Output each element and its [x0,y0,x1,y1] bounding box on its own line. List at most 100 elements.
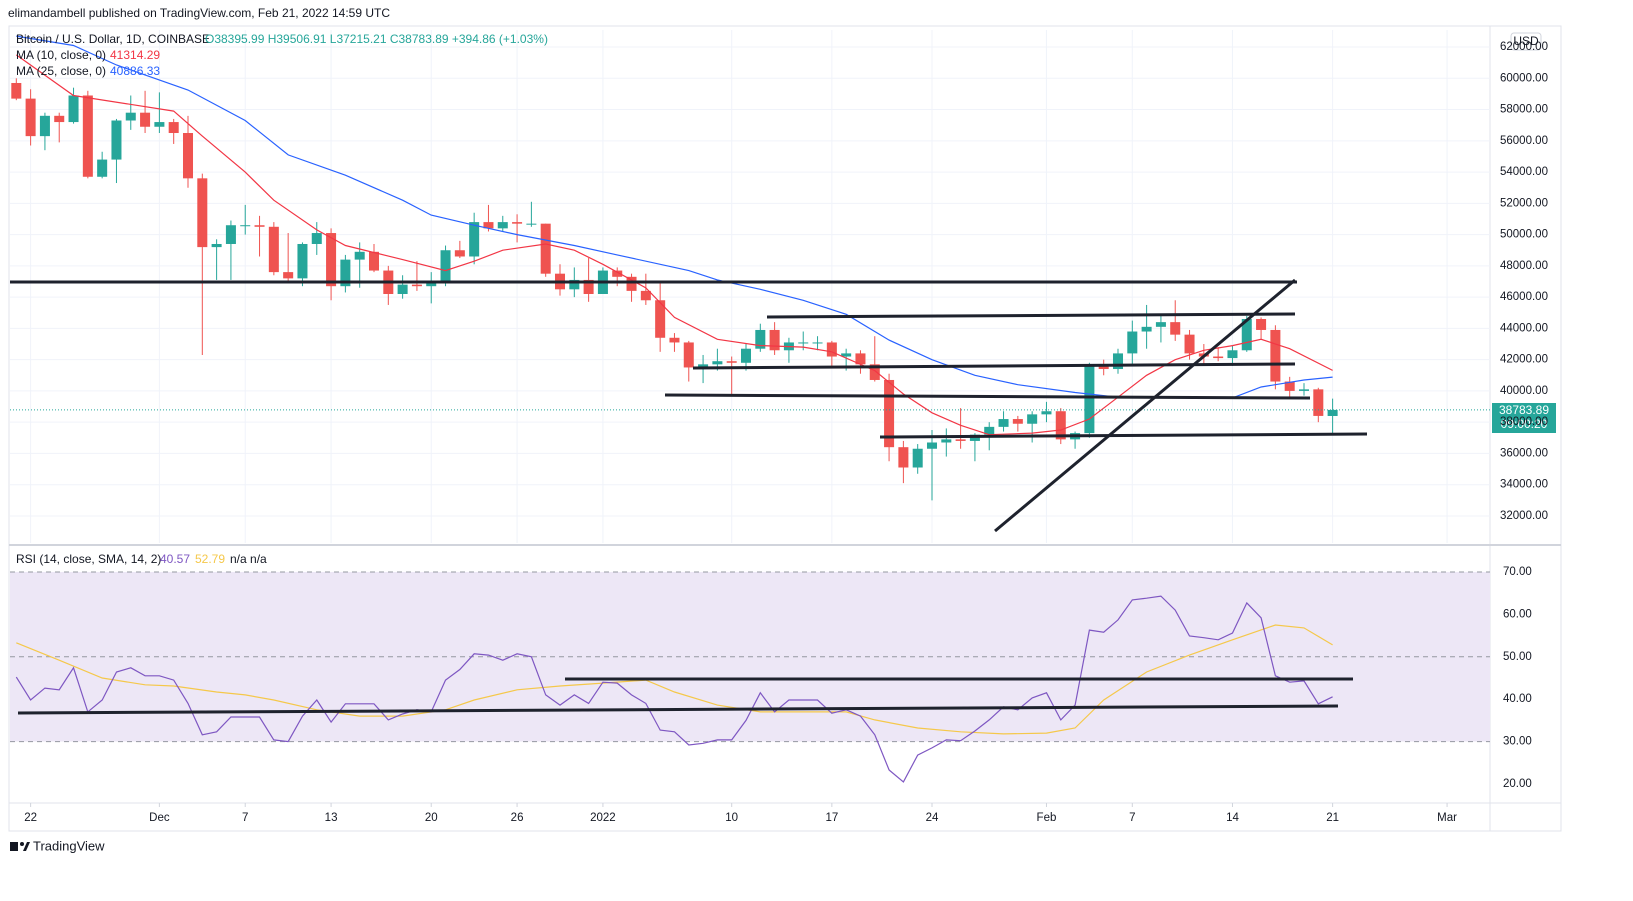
y-tick-label: 62000.00 [1500,41,1548,53]
x-tick-label: 22 [24,812,37,824]
candle-body [569,279,580,290]
candle-body [125,112,136,121]
candle-body [855,353,866,365]
candle-body [97,159,108,177]
y-tick-label: 38000.00 [1500,416,1548,428]
candle-body [884,379,895,448]
candle-body [39,115,50,137]
price-pane [10,30,1490,543]
x-tick-label: 14 [1226,812,1239,824]
rsi-line [15,595,1333,783]
y-tick-label: 20.00 [1503,778,1532,790]
logo-part [20,842,24,846]
candle-body [1298,389,1310,391]
symbol: Bitcoin / U.S. Dollar, 1D, COINBASE [16,32,210,46]
logo-part [23,842,30,851]
y-tick-label: 52000.00 [1500,197,1548,209]
rsi-line [16,624,1333,735]
y-tick-label: 70.00 [1503,566,1532,578]
candle-body [497,222,508,229]
candle-body [1112,353,1124,370]
candle-body [1170,322,1181,335]
candle-body [54,115,65,123]
legend-label: MA (10, close, 0) [16,48,106,62]
moving-average [15,54,1333,436]
candle-body [440,250,451,284]
candle-body [1012,419,1023,424]
brand-logo [10,842,30,851]
candle-body [483,222,494,229]
trend-line [766,312,1296,319]
x-tick-label: 13 [325,812,338,824]
candle-body [411,284,422,287]
x-tick-label: 20 [425,812,438,824]
candle-body [612,270,623,277]
candle-body [869,364,880,380]
candle-body [826,342,837,357]
candle-body [998,419,1009,427]
legend-value: 52.79 [195,552,225,566]
candle-body [311,233,322,244]
candle-body [769,329,780,351]
candle-body [912,448,923,468]
x-tick-label: Feb [1037,812,1057,824]
candle-body [211,243,222,248]
candle-body [526,223,537,225]
candle-body [740,348,752,363]
candle-body [426,283,437,287]
legend-value: 41314.29 [110,48,160,62]
candle-body [1084,365,1095,434]
trend-line [994,278,1296,533]
x-tick-label: 7 [1129,812,1135,824]
candle-body [454,250,465,257]
candle-body [798,342,809,344]
candle-body [755,329,766,349]
y-tick-label: 50.00 [1503,651,1532,663]
candle-body [1284,381,1295,391]
y-tick-label: 58000.00 [1500,104,1548,116]
currency[interactable]: USD [1513,34,1539,48]
brand: TradingView [33,838,105,853]
y-tick-label: 44000.00 [1500,322,1548,334]
candle-body [1213,356,1224,359]
y-tick-label: 32000.00 [1500,510,1548,522]
ohlc: O38395.99 H39506.91 L37215.21 C38783.89 … [205,32,548,46]
candle-body [1141,326,1152,332]
candle-body [254,225,265,227]
candle-body [368,251,380,271]
y-tick-label: 40000.00 [1500,385,1548,397]
x-tick-label: Mar [1437,812,1457,824]
trend-line [664,393,1311,400]
candle-body [326,233,337,287]
legend-extra: n/a n/a [230,552,267,566]
candle-body [268,226,279,273]
x-tick-label: 7 [242,812,248,824]
candle-body [397,284,408,295]
candle-body [68,95,79,123]
candle-body [512,222,523,224]
candle-body [941,439,952,443]
candle-body [655,300,666,338]
candle-body [469,222,480,257]
y-tick-label: 50000.00 [1500,229,1548,241]
currency-box[interactable] [1510,32,1542,51]
candle-body [154,122,165,127]
y-tick-label: 30.00 [1503,736,1532,748]
candle-body [984,426,995,435]
legend-label: MA (25, close, 0) [16,64,106,78]
y-tick-label: 34000.00 [1500,479,1548,491]
x-tick-label: 24 [926,812,939,824]
x-tick-label: 17 [825,812,838,824]
candle-body [140,112,151,127]
legend-value: 40.57 [160,552,190,566]
candle-body [683,342,694,368]
x-tick-label: Dec [149,812,170,824]
candle-body [898,447,909,468]
logo-part [10,842,18,851]
candle-body [1241,319,1252,351]
frame [8,25,1562,832]
publish-info: elimandambell published on TradingView.c… [8,6,390,20]
x-tick-label: 2022 [590,812,616,824]
candle-body [1313,389,1324,416]
candle-body [640,290,651,301]
